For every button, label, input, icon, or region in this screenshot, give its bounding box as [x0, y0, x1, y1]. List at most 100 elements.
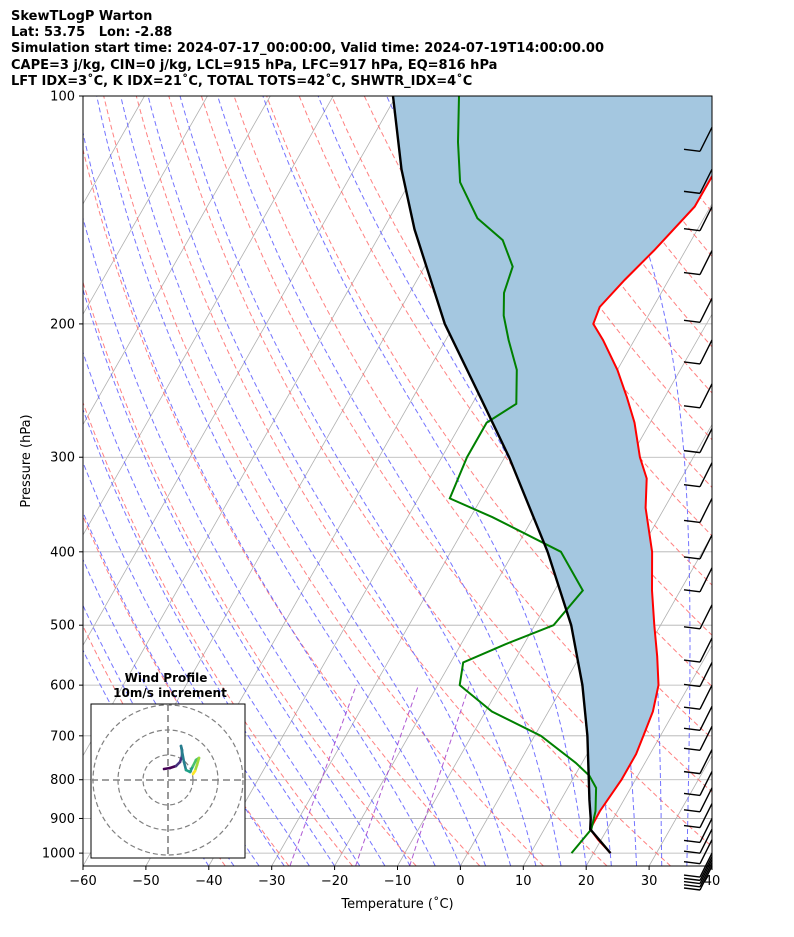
- moist-adiabat: [262, 96, 587, 866]
- wind-barb: [683, 803, 713, 829]
- wind-barb-flag: [683, 659, 701, 663]
- moist-adiabat: [579, 96, 691, 866]
- wind-barb-shaft: [699, 771, 713, 796]
- x-tick-label: 30: [641, 874, 658, 889]
- dry-adiabat: [461, 96, 712, 441]
- dry-adiabat: [168, 96, 671, 866]
- wind-barb: [683, 749, 713, 775]
- isotherm-line: [460, 423, 712, 866]
- wind-barb-shaft: [699, 604, 713, 630]
- dewpoint-line: [448, 96, 598, 854]
- wind-barb-shaft: [699, 662, 713, 687]
- moist-adiabat: [83, 350, 361, 866]
- moist-adiabat: [96, 96, 461, 866]
- wind-barb: [683, 498, 713, 524]
- wind-barb-shaft: [699, 206, 713, 231]
- dry-adiabat: [83, 147, 481, 866]
- wind-barb-shaft: [699, 865, 713, 891]
- wind-barb-flag: [683, 874, 701, 878]
- x-tick-label: 0: [456, 874, 464, 889]
- isotherm-line: [711, 865, 712, 866]
- wind-barb-shaft: [699, 297, 713, 323]
- wind-barb-shaft: [699, 428, 713, 453]
- dry-adiabat: [298, 96, 712, 688]
- mixing-ratio-line: [355, 684, 419, 866]
- x-tick-label: −10: [384, 874, 411, 889]
- wind-barb-flag: [683, 706, 701, 710]
- isotherm-line: [0, 96, 82, 866]
- x-tick-label: −30: [258, 874, 285, 889]
- wind-barb: [683, 771, 713, 797]
- wind-barb-flag: [683, 824, 701, 829]
- wind-barb-shaft: [699, 749, 713, 774]
- wind-barb-flag: [683, 850, 701, 854]
- wind-barb-flag: [683, 727, 701, 732]
- x-tick-label: 40: [704, 874, 721, 889]
- inset-subtitle: 10m/s increment: [113, 686, 227, 700]
- wind-barb-flag: [683, 190, 701, 195]
- wind-barb: [683, 706, 713, 732]
- wind-barb: [683, 684, 713, 710]
- wind-barb-shaft: [699, 828, 713, 854]
- wind-barb: [683, 534, 713, 560]
- moist-adiabat: [120, 96, 487, 866]
- wind-barb-flag: [683, 884, 701, 888]
- hodograph-segment: [179, 744, 186, 764]
- dry-adiabat: [200, 96, 712, 848]
- wind-barb-flag: [683, 405, 701, 409]
- wind-barb-shaft: [699, 127, 713, 152]
- wind-barb-flag: [683, 877, 701, 882]
- wind-barb: [683, 859, 713, 885]
- wind-barb: [683, 818, 713, 844]
- wind-barb-flag: [683, 319, 701, 323]
- wind-barb: [683, 206, 713, 232]
- wind-barb: [683, 127, 713, 153]
- indices-line: LFT IDX=3˚C, K IDX=21˚C, TOTAL TOTS=42˚C…: [11, 73, 473, 89]
- cape-line: CAPE=3 j/kg, CIN=0 j/kg, LCL=915 hPa, LF…: [11, 57, 498, 73]
- wind-barb: [683, 428, 713, 454]
- wind-barb-flag: [683, 770, 701, 775]
- wind-barb-shaft: [699, 706, 713, 731]
- wind-barb: [683, 787, 713, 813]
- wind-barb-shaft: [699, 250, 713, 275]
- x-tick-label: −20: [321, 874, 348, 889]
- moist-adiabat: [737, 96, 783, 866]
- wind-barb: [683, 839, 713, 865]
- x-axis-label: Temperature (˚C): [340, 896, 453, 912]
- wind-barb-shaft: [699, 567, 713, 593]
- moist-adiabat: [83, 287, 386, 866]
- wind-barb-flag: [683, 519, 701, 524]
- wind-barb: [683, 462, 713, 488]
- wind-barb-shaft: [699, 787, 713, 813]
- wind-barb: [683, 637, 713, 663]
- wind-barb-flag: [683, 839, 701, 844]
- isotherm-line: [83, 96, 334, 536]
- wind-barb: [683, 662, 713, 688]
- mixing-ratio-line: [289, 684, 357, 866]
- wind-barb-flag: [683, 148, 701, 153]
- isotherm-line: [83, 96, 271, 426]
- dry-adiabat: [83, 280, 417, 866]
- wind-barb: [683, 862, 713, 888]
- wind-barb: [683, 383, 713, 409]
- wind-barb-flag: [683, 860, 701, 865]
- x-tick-label: 10: [515, 874, 532, 889]
- plot-area: [0, 96, 783, 866]
- chart-header: SkewTLogP Warton Lat: 53.75 Lon: -2.88 S…: [11, 9, 604, 90]
- y-tick-label: 600: [50, 679, 75, 694]
- chart-title: SkewTLogP Warton: [11, 9, 153, 24]
- wind-barb: [683, 604, 713, 630]
- y-tick-label: 100: [50, 90, 75, 105]
- wind-barb-shaft: [699, 534, 713, 560]
- y-tick-label: 300: [50, 451, 75, 466]
- x-tick-label: −60: [69, 874, 96, 889]
- wind-barb-shaft: [699, 859, 713, 884]
- wind-barb: [683, 852, 713, 878]
- dry-adiabat: [135, 96, 608, 866]
- time-line: Simulation start time: 2024-07-17_00:00:…: [11, 41, 604, 57]
- wind-barb-flag: [683, 589, 701, 593]
- wind-barb: [683, 250, 713, 276]
- wind-barb-shaft: [699, 803, 713, 828]
